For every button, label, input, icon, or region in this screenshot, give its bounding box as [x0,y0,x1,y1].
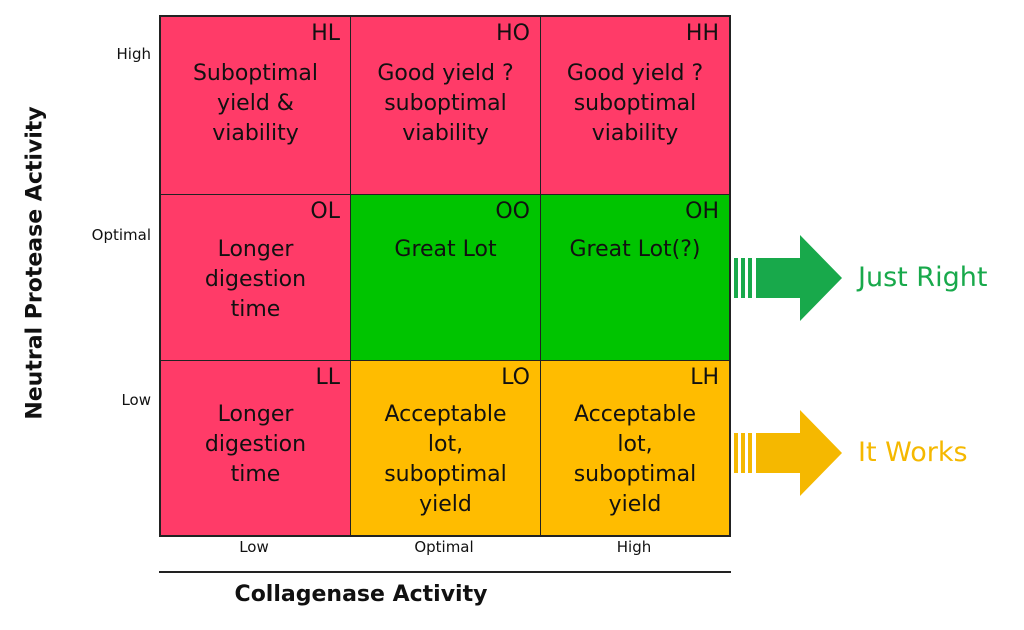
cell-description: Good yield ? suboptimal viability [566,61,704,146]
cell-hl: HL Suboptimal yield & viability [160,16,351,195]
activity-matrix: HL Suboptimal yield & viability HO Good … [159,15,731,537]
cell-code: HO [496,21,530,46]
cell-code: OO [495,199,530,224]
x-tick-optimal: Optimal [414,538,474,556]
cell-description: Great Lot(?) [569,237,701,262]
green-arrow-icon [734,235,842,321]
orange-arrow-icon [734,410,842,496]
cell-description: Great Lot [394,237,497,262]
cell-code: LO [501,365,530,390]
cell-code: HL [311,21,340,46]
cell-lh: LH Acceptable lot, suboptimal yield [540,360,730,536]
cell-ho: HO Good yield ? suboptimal viability [350,16,541,195]
cell-description: Good yield ? suboptimal viability [377,61,514,146]
cell-description: Longer digestion time [204,402,307,487]
cell-code: LH [690,365,719,390]
cell-code: LL [315,365,340,390]
cell-lo: LO Acceptable lot, suboptimal yield [350,360,541,536]
cell-description: Suboptimal yield & viability [192,61,319,146]
cell-code: OL [310,199,340,224]
cell-ll: LL Longer digestion time [160,360,351,536]
cell-code: HH [685,21,719,46]
x-tick-high: High [616,538,652,556]
x-axis-label: Collagenase Activity [234,582,488,607]
cell-description: Acceptable lot, suboptimal yield [384,402,507,517]
cell-oh: OH Great Lot(?) [540,194,730,361]
x-axis-line [159,571,731,573]
it-works-label: It Works [858,437,968,468]
cell-description: Longer digestion time [204,237,307,322]
cell-code: OH [685,199,719,224]
y-tick-optimal: Optimal [91,226,151,244]
x-tick-low: Low [239,538,269,556]
cell-hh: HH Good yield ? suboptimal viability [540,16,730,195]
cell-description: Acceptable lot, suboptimal yield [573,402,697,517]
cell-oo: OO Great Lot [350,194,541,361]
just-right-label: Just Right [858,262,988,293]
y-tick-low: Low [121,391,151,409]
y-axis-label-text: Neutral Protease Activity [22,106,48,420]
y-tick-high: High [116,45,151,63]
cell-ol: OL Longer digestion time [160,194,351,361]
